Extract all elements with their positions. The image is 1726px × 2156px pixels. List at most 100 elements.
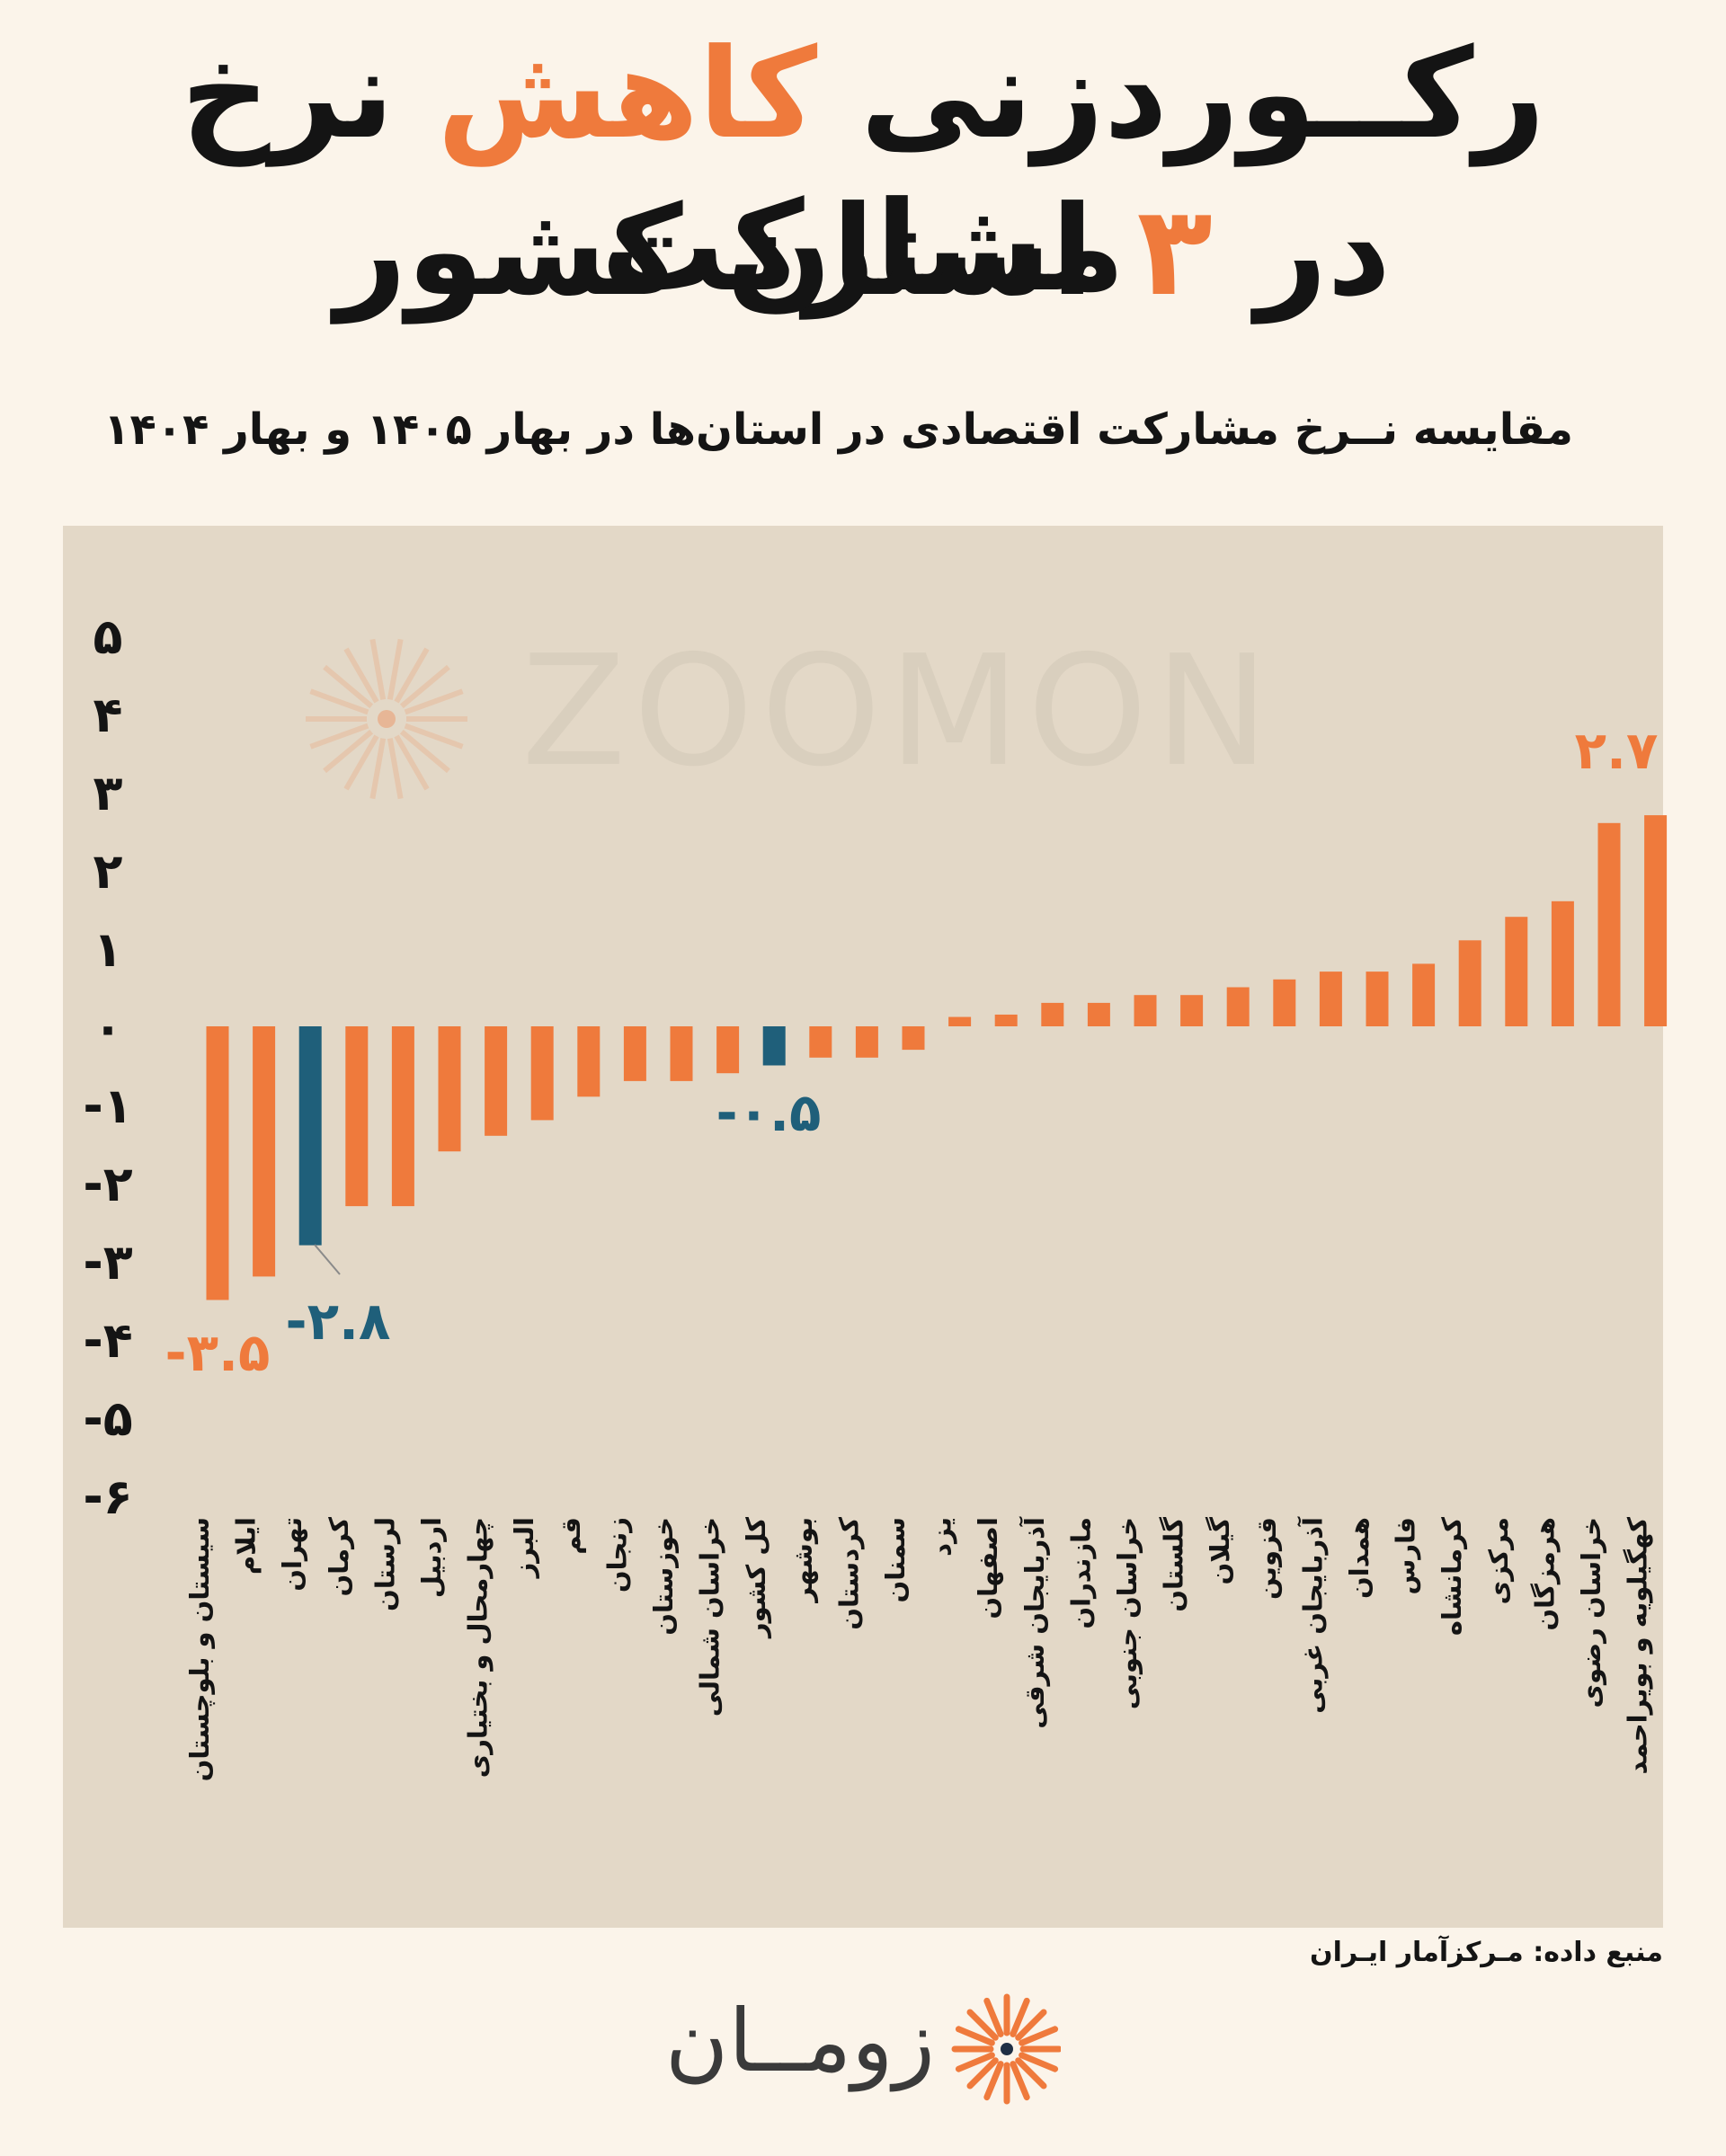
watermark-ray: [404, 723, 464, 750]
logo-ray: [1015, 2009, 1047, 2041]
y-tick-label: -۶: [83, 1468, 132, 1525]
bar: [577, 1026, 601, 1097]
watermark-ray: [323, 729, 374, 774]
bar: [762, 1026, 786, 1066]
logo-ray: [966, 2057, 999, 2089]
chart-subtitle: مقایسه نــرخ مشارکت اقتصادی در استان‌ها …: [103, 404, 1573, 455]
bar: [1597, 822, 1621, 1026]
bar: [530, 1026, 554, 1121]
watermark-ray: [343, 734, 379, 791]
leader-line: [314, 1244, 341, 1275]
bar: [485, 1026, 508, 1136]
y-tick-label: ۴: [93, 687, 123, 743]
x-tick-label: کرمان: [324, 1517, 354, 1597]
watermark-ray: [387, 738, 404, 800]
x-tick-label: سیستان و بلوچستان: [184, 1517, 216, 1781]
logo-ray: [983, 2061, 1004, 2101]
watermark-sunburst-icon: [306, 638, 467, 800]
x-tick-label: خراسان رضوی: [1576, 1517, 1606, 1708]
x-tick-label: اصفهان: [973, 1517, 1003, 1619]
bar: [948, 1016, 972, 1026]
bar: [1273, 979, 1296, 1026]
brand-name: زومــان: [664, 1991, 935, 2091]
bar: [1041, 1002, 1064, 1026]
watermark-ray: [343, 647, 379, 704]
watermark-ray: [387, 638, 404, 700]
watermark-ray: [399, 729, 450, 774]
bar: [855, 1026, 878, 1058]
watermark: ZOOMON: [306, 629, 1277, 801]
x-tick-label: زنجان: [601, 1517, 632, 1593]
bar: [1412, 963, 1436, 1026]
x-tick-label: کهگیلویه و بویراحمد: [1623, 1517, 1653, 1775]
y-tick-label: -۵: [83, 1390, 132, 1447]
x-tick-label: آذربایجان غربی: [1296, 1516, 1328, 1714]
bar: [994, 1014, 1018, 1026]
bar: [670, 1026, 693, 1081]
data-label: -۲.۸: [286, 1291, 391, 1352]
y-tick-label: -۲: [83, 1156, 132, 1212]
x-tick-label: اردبیل: [416, 1517, 447, 1598]
x-tick-label: ایلام: [231, 1517, 262, 1575]
data-label: ۲.۷: [1575, 720, 1659, 781]
bar: [1180, 995, 1204, 1026]
x-tick-label: مازندران: [1065, 1517, 1096, 1629]
bars: [206, 815, 1668, 1300]
bar: [391, 1026, 414, 1207]
x-tick-label: یزد: [927, 1517, 957, 1557]
bar: [809, 1026, 832, 1058]
x-tick-label: خوزستان: [648, 1517, 679, 1636]
x-tick-label: کرمانشاه: [1437, 1517, 1467, 1636]
watermark-ray: [394, 647, 430, 704]
watermark-ray: [399, 664, 450, 709]
data-label: -۰.۵: [716, 1082, 822, 1143]
watermark-ray: [323, 664, 374, 709]
logo-ray: [983, 1997, 1004, 2037]
bar: [253, 1026, 276, 1277]
x-tick-label: کردستان: [833, 1517, 864, 1630]
x-tick-label: بوشهر: [787, 1517, 818, 1604]
bar: [902, 1026, 925, 1051]
x-tick-label: فارس: [1391, 1517, 1421, 1595]
y-tick-label: ۵: [93, 608, 123, 665]
logo-ray: [1010, 2061, 1030, 2101]
logo-ray: [966, 2009, 999, 2041]
bar: [1644, 815, 1668, 1026]
x-tick-label: خراسان جنوبی: [1112, 1517, 1143, 1709]
title-highlight-word: کاهش: [437, 22, 818, 166]
bar: [345, 1026, 369, 1207]
logo-ray: [955, 2052, 995, 2072]
y-tick-label: -۱: [83, 1078, 132, 1134]
brand-logo: [951, 1993, 1061, 2105]
y-tick-label: ۱: [93, 921, 123, 978]
logo-center: [1001, 2043, 1013, 2055]
bar: [298, 1026, 322, 1246]
x-tick-label: لرستان: [369, 1517, 400, 1611]
y-tick-label: ۲: [93, 843, 123, 900]
bar: [1551, 901, 1574, 1026]
x-tick-label: آذربایجان شرقی: [1019, 1516, 1050, 1729]
bar: [1087, 1002, 1110, 1026]
x-tick-label: هرمزگان: [1529, 1517, 1560, 1631]
x-tick-label: قم: [556, 1517, 586, 1555]
bar: [1505, 917, 1528, 1026]
x-tick-label: چهارمحال و بختیاری: [463, 1517, 494, 1778]
chart-panel: [63, 526, 1663, 1928]
logo-ray: [1015, 2057, 1047, 2089]
bar: [716, 1026, 740, 1074]
x-tick-label: خراسان شمالی: [695, 1517, 725, 1717]
data-source: منبع داده: مـرکزآمار ایـران: [1309, 1937, 1663, 1968]
data-label: -۳.۵: [165, 1322, 271, 1383]
bar: [1134, 995, 1157, 1026]
x-tick-label: تهران: [277, 1517, 307, 1592]
y-tick-label: -۴: [83, 1312, 132, 1369]
y-axis: ۵ ۴ ۳ ۲ ۱ ۰ -۱ -۲ -۳ -۴ -۵ -۶: [83, 608, 132, 1525]
watermark-ray: [404, 688, 464, 715]
logo-ray: [955, 2026, 995, 2046]
watermark-ray: [369, 738, 387, 800]
watermark-text: ZOOMON: [521, 629, 1277, 801]
y-tick-label: ۰: [93, 999, 123, 1056]
y-tick-label: ۳: [93, 765, 123, 821]
bar: [1366, 972, 1389, 1026]
data-labels: -۳.۵-۲.۸ -۰.۵ ۲.۷: [165, 720, 1659, 1383]
